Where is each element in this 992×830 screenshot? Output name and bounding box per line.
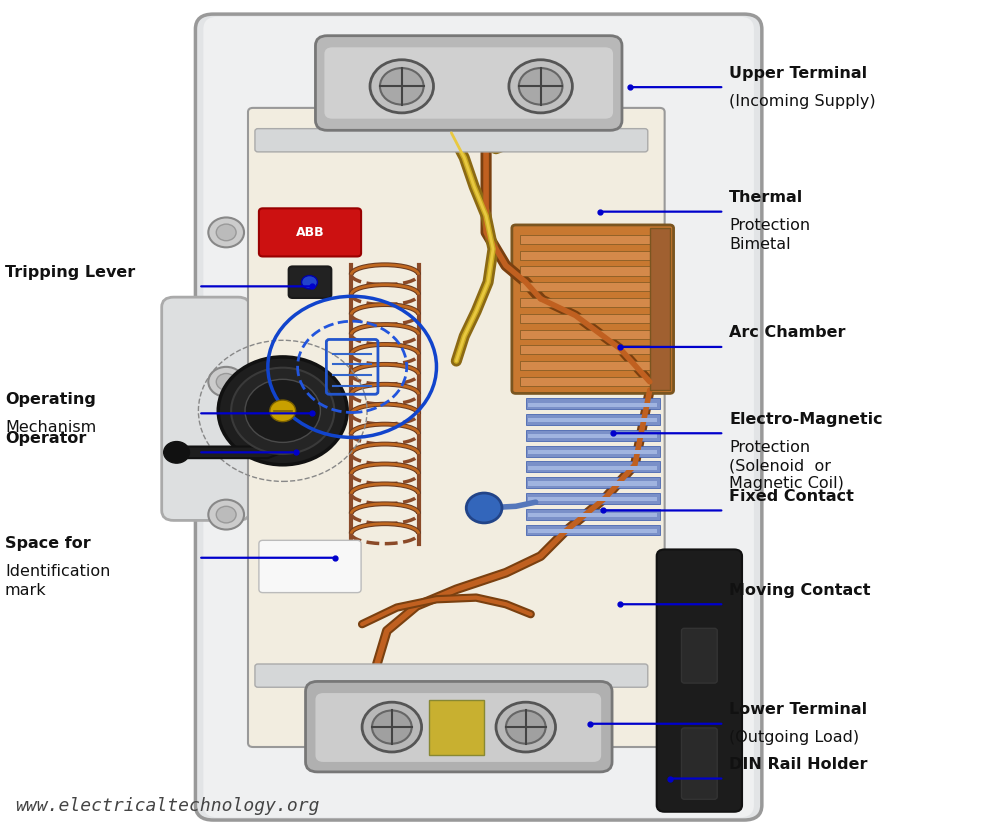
FancyBboxPatch shape bbox=[526, 461, 660, 472]
Bar bbox=[520, 235, 666, 244]
Bar bbox=[520, 345, 666, 354]
FancyBboxPatch shape bbox=[682, 628, 717, 683]
FancyBboxPatch shape bbox=[255, 129, 648, 152]
Bar bbox=[528, 497, 657, 501]
FancyBboxPatch shape bbox=[526, 477, 660, 488]
Circle shape bbox=[216, 224, 236, 241]
Text: Fixed Contact: Fixed Contact bbox=[729, 489, 854, 504]
Bar bbox=[528, 450, 657, 454]
Circle shape bbox=[509, 60, 572, 113]
Text: Arc Chamber: Arc Chamber bbox=[729, 325, 845, 340]
Bar bbox=[528, 529, 657, 533]
Text: www.electricaltechnology.org: www.electricaltechnology.org bbox=[15, 797, 319, 815]
Bar bbox=[528, 513, 657, 517]
Circle shape bbox=[208, 500, 244, 530]
FancyBboxPatch shape bbox=[203, 17, 754, 818]
FancyBboxPatch shape bbox=[526, 398, 660, 409]
FancyBboxPatch shape bbox=[306, 681, 612, 772]
Text: (Incoming Supply): (Incoming Supply) bbox=[729, 94, 876, 109]
FancyBboxPatch shape bbox=[255, 664, 648, 687]
FancyBboxPatch shape bbox=[650, 228, 670, 390]
Circle shape bbox=[362, 702, 422, 752]
FancyBboxPatch shape bbox=[429, 700, 484, 755]
Text: (Solenoid  or: (Solenoid or bbox=[729, 458, 831, 473]
Text: Lower Terminal: Lower Terminal bbox=[729, 702, 867, 717]
Circle shape bbox=[370, 60, 434, 113]
Circle shape bbox=[496, 702, 556, 752]
Circle shape bbox=[372, 710, 412, 744]
FancyBboxPatch shape bbox=[526, 446, 660, 457]
Circle shape bbox=[506, 710, 546, 744]
FancyBboxPatch shape bbox=[526, 525, 660, 535]
Text: Space for: Space for bbox=[5, 536, 90, 551]
Bar bbox=[528, 403, 657, 407]
Bar bbox=[528, 418, 657, 422]
Text: mark: mark bbox=[5, 583, 47, 598]
Circle shape bbox=[231, 368, 334, 454]
Text: Protection: Protection bbox=[729, 440, 810, 455]
Circle shape bbox=[519, 68, 562, 105]
Circle shape bbox=[164, 442, 189, 463]
Text: Protection: Protection bbox=[729, 218, 810, 233]
Bar bbox=[528, 466, 657, 470]
FancyBboxPatch shape bbox=[315, 693, 601, 762]
FancyBboxPatch shape bbox=[526, 493, 660, 504]
FancyBboxPatch shape bbox=[248, 108, 665, 747]
Bar bbox=[520, 377, 666, 386]
Text: Thermal: Thermal bbox=[729, 190, 804, 205]
FancyBboxPatch shape bbox=[289, 266, 331, 298]
Text: Magnetic Coil): Magnetic Coil) bbox=[729, 476, 844, 491]
FancyBboxPatch shape bbox=[259, 540, 361, 593]
FancyBboxPatch shape bbox=[259, 208, 361, 256]
Circle shape bbox=[208, 367, 244, 397]
Bar bbox=[520, 314, 666, 323]
Circle shape bbox=[302, 276, 317, 289]
Bar bbox=[520, 361, 666, 370]
Text: Tripping Lever: Tripping Lever bbox=[5, 265, 135, 280]
Bar bbox=[520, 251, 666, 260]
FancyBboxPatch shape bbox=[162, 297, 250, 520]
Circle shape bbox=[208, 217, 244, 247]
Text: ABB: ABB bbox=[296, 226, 324, 239]
FancyBboxPatch shape bbox=[526, 430, 660, 441]
Circle shape bbox=[380, 68, 424, 105]
FancyBboxPatch shape bbox=[315, 36, 622, 130]
Polygon shape bbox=[174, 447, 283, 458]
Circle shape bbox=[270, 400, 296, 422]
Bar bbox=[520, 330, 666, 339]
FancyBboxPatch shape bbox=[657, 549, 742, 812]
FancyBboxPatch shape bbox=[195, 14, 762, 820]
Circle shape bbox=[245, 379, 320, 442]
Text: Moving Contact: Moving Contact bbox=[729, 583, 871, 598]
Bar bbox=[528, 481, 657, 486]
FancyBboxPatch shape bbox=[324, 47, 613, 119]
Text: DIN Rail Holder: DIN Rail Holder bbox=[729, 757, 868, 772]
Bar bbox=[520, 298, 666, 307]
Circle shape bbox=[216, 506, 236, 523]
Circle shape bbox=[216, 374, 236, 390]
Text: Upper Terminal: Upper Terminal bbox=[729, 66, 867, 81]
Text: Operating: Operating bbox=[5, 392, 96, 407]
Circle shape bbox=[466, 493, 502, 523]
Text: Electro-Magnetic: Electro-Magnetic bbox=[729, 412, 883, 427]
Bar bbox=[528, 434, 657, 438]
FancyBboxPatch shape bbox=[682, 728, 717, 799]
FancyBboxPatch shape bbox=[512, 225, 674, 393]
Bar bbox=[520, 282, 666, 291]
Bar bbox=[520, 266, 666, 276]
Text: Bimetal: Bimetal bbox=[729, 237, 791, 251]
FancyBboxPatch shape bbox=[526, 414, 660, 425]
Bar bbox=[357, 112, 580, 133]
FancyBboxPatch shape bbox=[526, 509, 660, 520]
Text: Mechanism: Mechanism bbox=[5, 420, 96, 435]
Text: Identification: Identification bbox=[5, 564, 110, 579]
Text: Operator: Operator bbox=[5, 431, 86, 446]
Text: (Outgoing Load): (Outgoing Load) bbox=[729, 730, 859, 745]
Circle shape bbox=[218, 357, 347, 465]
